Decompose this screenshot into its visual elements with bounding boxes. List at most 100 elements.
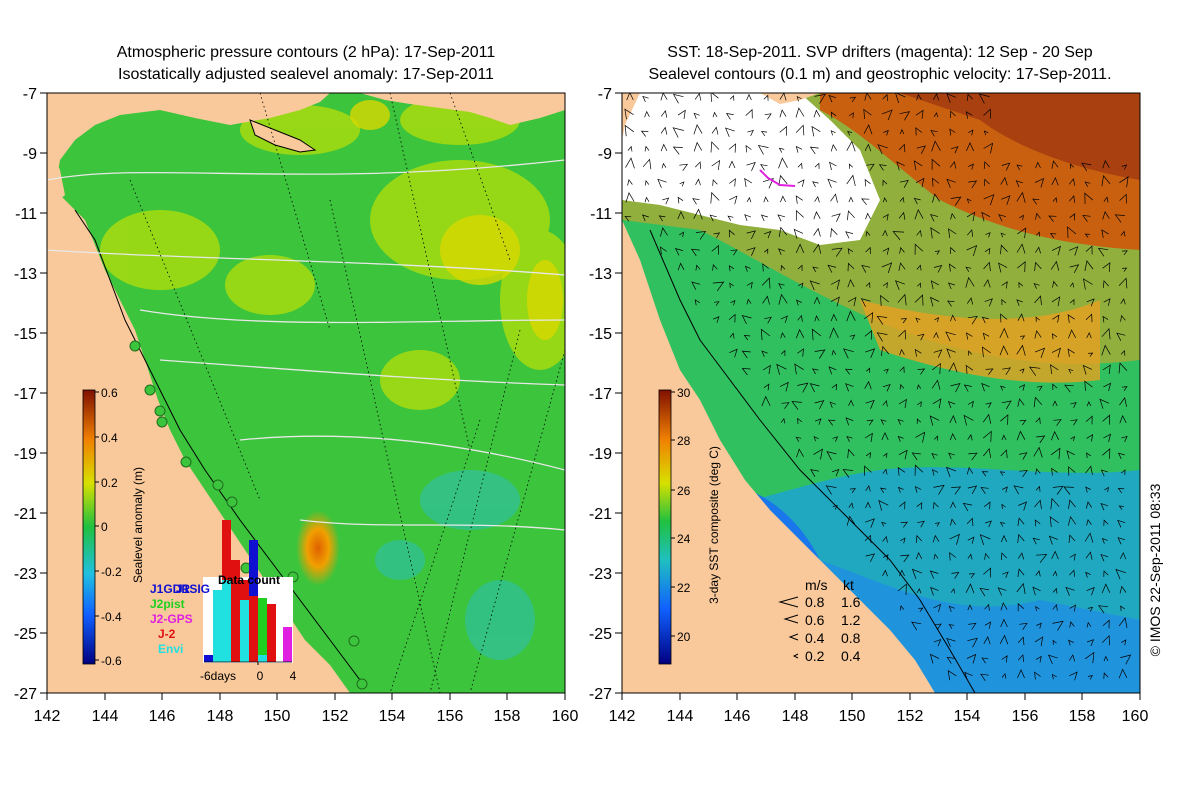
velocity-chevron [865,451,872,459]
velocity-chevron [966,211,976,222]
velocity-chevron [950,518,956,526]
velocity-chevron [881,521,887,527]
right-title-line1: SST: 18-Sep-2011. SVP drifters (magenta)… [667,44,1093,61]
velocity-chevron [1117,487,1125,494]
velocity-chevron [983,261,991,272]
velocity-chevron [998,262,1008,273]
velocity-chevron [1017,398,1025,407]
velocity-chevron [746,93,752,101]
velocity-chevron [916,502,923,510]
velocity-chevron [1050,497,1060,510]
right-lat-tick: -17 [589,386,612,403]
velocity-chevron [1052,383,1058,391]
velocity-chevron [624,108,634,120]
sst-colorbar-tick: 26 [677,484,691,498]
velocity-chevron [1035,570,1041,577]
velocity-chevron [931,140,941,152]
velocity-chevron [1069,282,1075,288]
velocity-chevron [1050,364,1059,375]
velocity-chevron [828,366,837,375]
velocity-chevron [882,535,888,543]
velocity-chevron [948,452,955,460]
velocity-chevron [1085,465,1093,475]
velocity-chevron [899,179,909,188]
velocity-chevron [882,197,888,203]
velocity-chevron [1118,617,1128,628]
velocity-chevron [795,328,805,339]
velocity-chevron [1118,277,1128,289]
velocity-chevron [763,196,769,203]
velocity-chevron [1120,230,1126,237]
velocity-chevron [915,534,923,544]
velocity-chevron [1050,260,1060,271]
sst-warm-tongue [860,300,1100,383]
velocity-chevron [1000,414,1009,425]
velocity-chevron [741,314,752,325]
velocity-chevron [842,469,854,478]
velocity-chevron [1068,499,1076,510]
velocity-chevron [1015,180,1024,188]
velocity-chevron [882,569,888,577]
velocity-chevron [660,246,667,255]
velocity-chevron [1000,385,1006,391]
velocity-chevron [898,449,908,460]
sla-colorbar-tick: 0.2 [101,476,118,490]
velocity-chevron [865,501,871,509]
velocity-chevron [1084,233,1090,238]
velocity-chevron [1119,585,1127,594]
velocity-chevron [644,180,650,186]
sst-hottest-region [900,93,1140,180]
velocity-chevron [948,605,955,612]
velocity-chevron [931,158,941,170]
velocity-chevron [743,334,751,341]
velocity-chevron [929,570,939,579]
velocity-chevron [825,485,837,495]
velocity-chevron [1048,535,1058,545]
velocity-chevron [865,399,875,409]
velocity-chevron [795,145,803,153]
velocity-chevron [865,348,876,359]
sla-colorbar-tick: 0.6 [101,386,118,400]
velocity-chevron [899,569,905,577]
right-lat-tick: -9 [598,146,612,163]
velocity-chevron [1102,315,1109,323]
velocity-chevron [883,129,889,136]
velocity-chevron [1035,161,1041,169]
velocity-chevron [826,451,837,461]
vector-legend-arrow [778,596,799,608]
velocity-chevron [1068,639,1074,646]
velocity-chevron [865,553,876,563]
velocity-chevron [690,248,700,257]
velocity-chevron [672,146,683,155]
velocity-chevron [933,603,942,613]
velocity-chevron [984,603,990,611]
velocity-chevron [864,93,872,101]
velocity-chevron [882,468,888,475]
velocity-chevron [644,110,650,118]
velocity-chevron [657,178,667,188]
velocity-chevron [917,282,922,288]
velocity-chevron [985,520,992,528]
velocity-chevron [849,488,856,494]
inset-legend-item: J2-GPS [150,612,193,626]
velocity-chevron [828,94,837,103]
velocity-chevron [661,162,667,169]
velocity-chevron [966,244,978,257]
velocity-chevron [913,197,921,205]
velocity-chevron [865,282,871,288]
velocity-chevron [728,313,736,323]
velocity-chevron [624,124,635,137]
velocity-chevron [1052,570,1058,577]
inset-legend-item: J2pist [150,597,185,611]
velocity-chevron [930,227,940,239]
velocity-chevron [760,328,771,341]
tide-gauges [129,340,368,690]
velocity-chevron [1001,672,1007,679]
velocity-chevron [1086,639,1095,647]
right-lat-tick: -7 [598,86,612,103]
velocity-chevron [914,208,924,220]
velocity-chevron [843,348,854,359]
velocity-chevron [848,502,854,509]
velocity-chevron [710,93,719,102]
velocity-chevron [931,362,941,375]
